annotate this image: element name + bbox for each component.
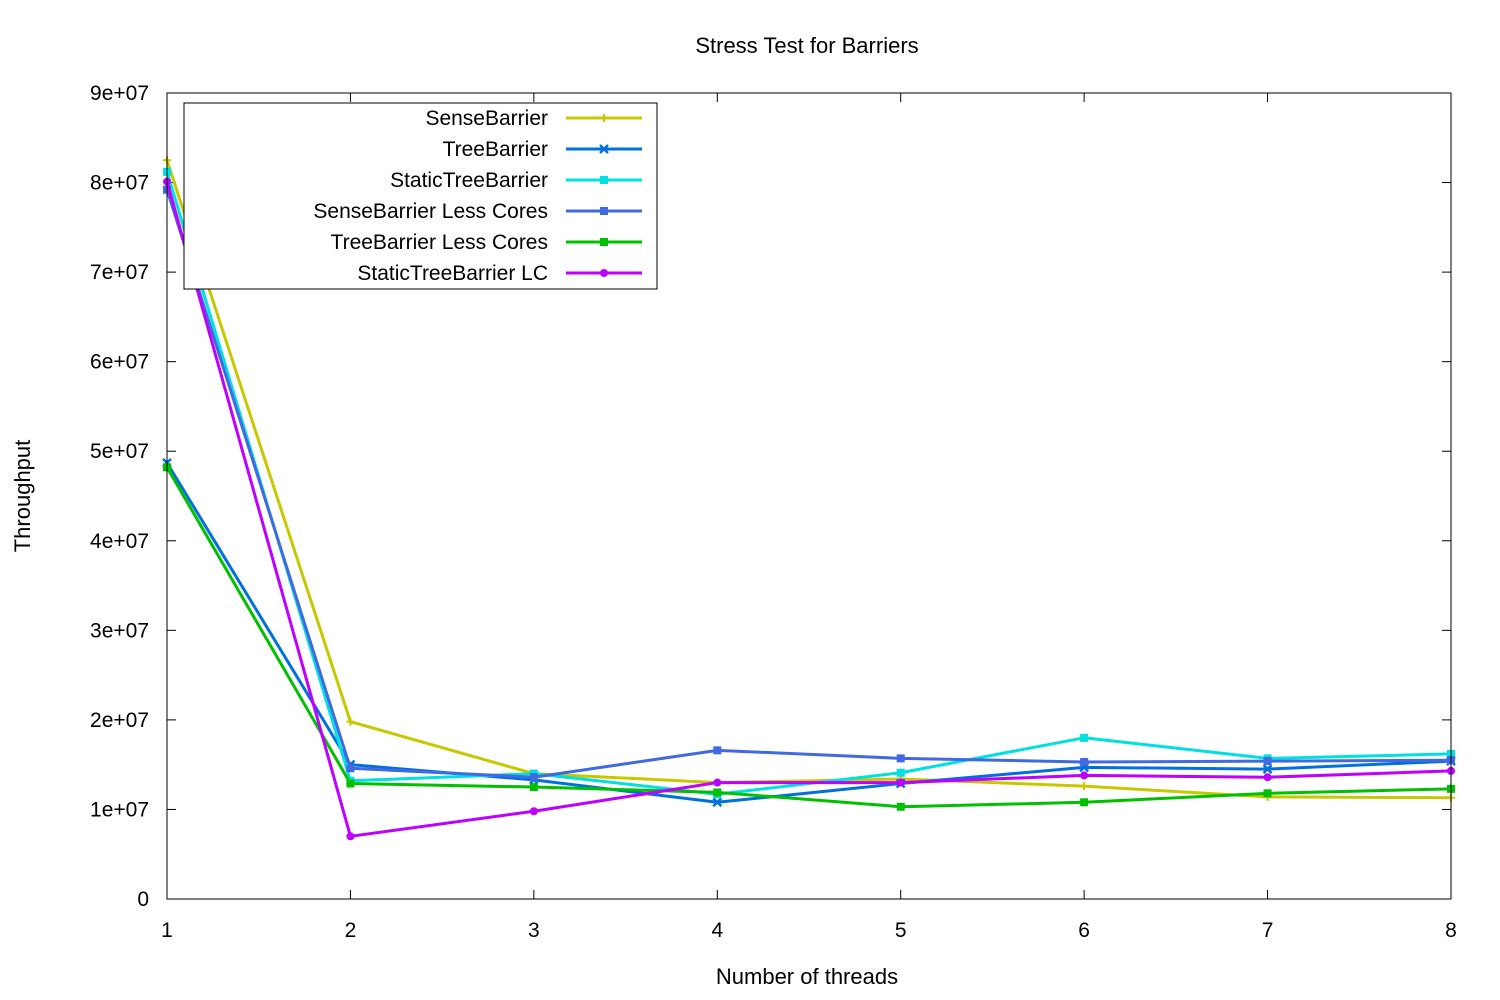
series-line [165, 462, 1452, 804]
data-point [713, 778, 722, 787]
series-3 [163, 185, 1455, 782]
series-line [165, 189, 1452, 779]
legend-marker [600, 114, 608, 122]
data-point [1263, 789, 1272, 798]
data-point [896, 778, 905, 787]
series-5 [163, 177, 1455, 841]
legend-item: SenseBarrier [425, 107, 642, 130]
y-tick-label: 6e+07 [90, 351, 149, 374]
legend-label: StaticTreeBarrier [390, 169, 548, 192]
axis-ticks: 0 1e+07 2e+07 3e+07 4e+07 5e+07 6e+07 7e+07 8e+0… [90, 82, 1457, 942]
x-tick-label: 2 [345, 919, 357, 942]
series-lines [162, 156, 1456, 841]
data-point [346, 764, 355, 773]
data-point [896, 768, 905, 777]
y-tick-label: 7e+07 [90, 261, 149, 284]
x-tick-label: 6 [1078, 919, 1090, 942]
series-line [165, 466, 1452, 809]
x-tick-label: 8 [1445, 919, 1457, 942]
y-axis-title: Throughput [10, 440, 35, 553]
data-point [1080, 733, 1089, 742]
legend-label: SenseBarrier [425, 107, 548, 130]
legend-item: StaticTreeBarrier [390, 169, 642, 192]
data-point [346, 832, 355, 841]
legend-label: StaticTreeBarrier LC [357, 262, 548, 285]
x-tick-label: 3 [528, 919, 540, 942]
series-line [165, 181, 1452, 838]
y-tick-label: 5e+07 [90, 440, 149, 463]
legend-marker [599, 144, 609, 154]
y-tick-label: 4e+07 [90, 530, 149, 553]
y-tick-label: 1e+07 [90, 798, 149, 821]
legend-marker [600, 176, 608, 184]
y-tick-label: 2e+07 [90, 709, 149, 732]
x-tick-label: 4 [711, 919, 723, 942]
legend-box [183, 102, 658, 290]
data-point [1263, 757, 1272, 766]
data-point [1080, 782, 1089, 791]
data-point [1080, 798, 1089, 807]
data-point [346, 779, 355, 788]
legend-marker [600, 207, 608, 215]
legend-label: TreeBarrier [443, 138, 548, 161]
data-point [529, 807, 538, 816]
legend-item: TreeBarrier Less Cores [331, 231, 642, 254]
legend-item: StaticTreeBarrier LC [357, 262, 642, 285]
legend-item: SenseBarrier Less Cores [313, 200, 642, 223]
x-tick-label: 5 [895, 919, 907, 942]
data-point [1080, 757, 1089, 766]
data-point [529, 783, 538, 792]
data-point [896, 802, 905, 811]
y-tick-label: 9e+07 [90, 82, 149, 105]
x-axis-title: Number of threads [716, 964, 898, 989]
chart-title: Stress Test for Barriers [695, 33, 918, 58]
data-point [713, 746, 722, 755]
data-point [1262, 764, 1273, 775]
legend-marker [600, 238, 608, 246]
data-point [713, 788, 722, 797]
data-point [346, 717, 355, 726]
data-point [1263, 773, 1272, 782]
data-point [529, 773, 538, 782]
legend-item: TreeBarrier [443, 138, 642, 161]
legend: SenseBarrier TreeBarrier StaticTreeBarrier… [183, 102, 658, 290]
y-tick-label: 0 [137, 888, 149, 911]
data-point [712, 797, 723, 808]
legend-label: SenseBarrier Less Cores [313, 200, 548, 223]
x-tick-label: 7 [1262, 919, 1274, 942]
legend-label: TreeBarrier Less Cores [331, 231, 548, 254]
y-tick-label: 3e+07 [90, 619, 149, 642]
data-point [1080, 771, 1089, 780]
x-tick-label: 1 [161, 919, 173, 942]
legend-marker [600, 269, 608, 277]
plot-area-frame [166, 92, 1452, 900]
data-point [896, 754, 905, 763]
y-tick-label: 8e+07 [90, 172, 149, 195]
